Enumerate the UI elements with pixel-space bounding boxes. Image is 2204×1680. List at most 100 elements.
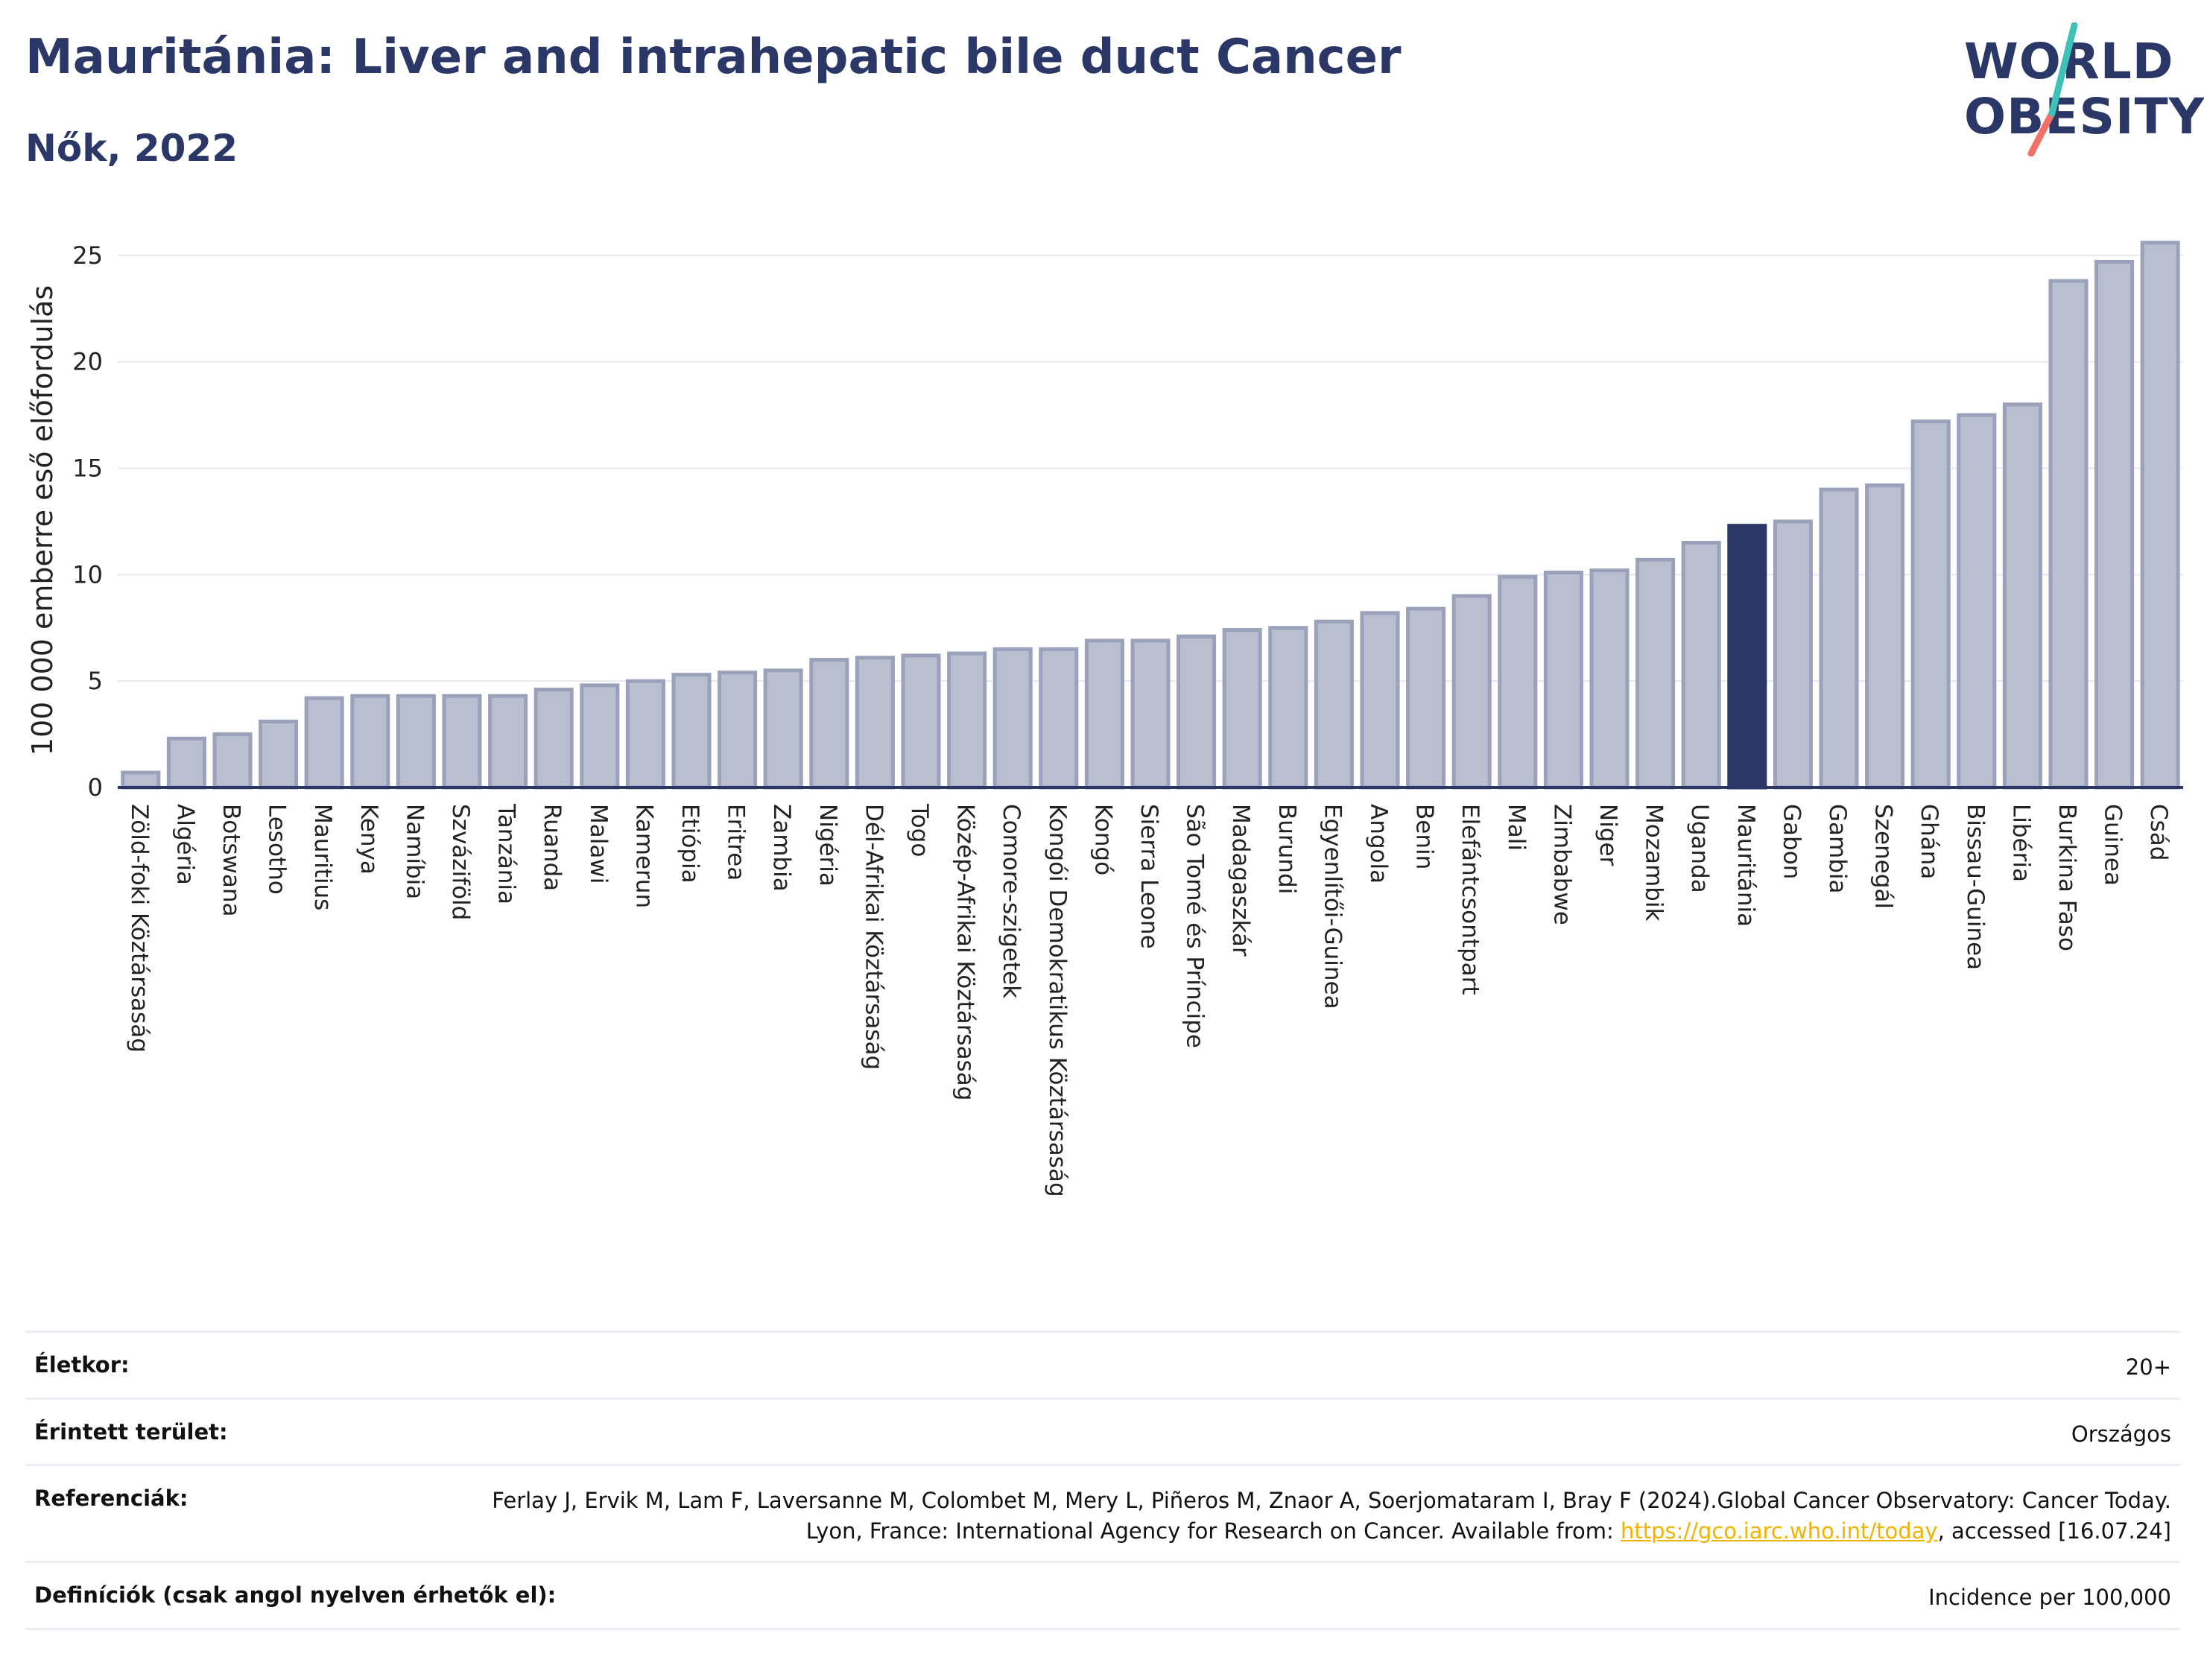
x-tick-label: São Tomé és Príncipe [1182, 804, 1209, 1048]
y-tick-label: 15 [72, 454, 103, 483]
info-row-area: Érintett terület: Országos [25, 1397, 2180, 1465]
x-tick-label: Benin [1411, 804, 1438, 869]
logo-slash-icon [2027, 22, 2078, 156]
x-tick-label: Angola [1365, 804, 1392, 884]
x-tick-label: Közép-Afrikai Köztársaság [952, 804, 979, 1100]
bar [1451, 594, 1492, 790]
x-tick-label: Eritrea [723, 804, 750, 881]
bar [1957, 413, 1997, 790]
x-tick-label: Lesotho [264, 804, 291, 895]
bar [259, 719, 299, 790]
x-tick-label: Bissau-Guinea [1962, 804, 1989, 970]
chart-subtitle: Nők, 2022 [25, 127, 238, 170]
x-tick-label: Zöld-foki Köztársaság [126, 804, 153, 1053]
definitions-value: Incidence per 100,000 [1928, 1585, 2171, 1611]
world-obesity-logo[interactable]: WORLD OBESITY [1943, 22, 2204, 156]
bar [2002, 402, 2042, 790]
reference-link[interactable]: https://gco.iarc.who.int/today [1620, 1518, 1938, 1544]
bar [1910, 419, 1951, 790]
bar [442, 694, 482, 790]
x-tick-label: Dél-Afrikai Köztársaság [860, 804, 887, 1070]
info-row-definitions: Definíciók (csak angol nyelven érhetők e… [25, 1561, 2180, 1630]
x-tick-label: Csád [2145, 804, 2172, 860]
x-tick-label: Ghána [1916, 804, 1942, 879]
x-tick-label: Kongói Demokratikus Köztársaság [1044, 804, 1071, 1197]
bar-chart: 0 5 10 15 20 25 100 000 emberre eső előfordulá… [26, 241, 2183, 1197]
x-tick-label: Kamerun [630, 804, 657, 908]
x-tick-label: Sierra Leone [1136, 804, 1162, 949]
bar [1222, 628, 1262, 790]
references-value: Ferlay J, Ervik M, Lam F, Laversanne M, … [457, 1486, 2171, 1546]
bar [625, 679, 665, 790]
y-tick-label: 20 [72, 348, 103, 376]
bar [488, 694, 528, 790]
x-tick-label: Burundi [1273, 804, 1300, 894]
bar [1543, 570, 1583, 790]
bar [1681, 540, 1721, 790]
x-tick-label: Namíbia [401, 804, 428, 899]
bar [2140, 241, 2180, 790]
x-tick-label: Mozambik [1641, 804, 1668, 921]
x-tick-label: Nigéria [814, 804, 841, 887]
x-tick-label: Botswana [218, 804, 244, 917]
reference-accessed: , accessed [16.07.24] [1937, 1518, 2171, 1544]
bar [2048, 279, 2089, 790]
bar [1177, 634, 1217, 790]
x-tick-label: Togo [906, 803, 933, 857]
bar [533, 688, 574, 790]
bar [1865, 483, 1905, 790]
x-tick-label: Gabon [1778, 804, 1805, 879]
bar [992, 647, 1033, 790]
bar [1773, 519, 1813, 790]
bar [809, 658, 849, 790]
x-tick-label: Uganda [1686, 804, 1713, 893]
bar [763, 668, 803, 790]
bar [1498, 574, 1538, 790]
x-tick-label: Burkina Faso [2053, 804, 2080, 951]
bar [2094, 259, 2135, 790]
x-tick-label: Zambia [768, 804, 795, 892]
bar [350, 694, 390, 790]
bar [1314, 619, 1354, 790]
bar [396, 694, 436, 790]
x-tick-label: Mali [1503, 804, 1530, 851]
bar [1268, 626, 1308, 790]
bar [121, 770, 161, 790]
y-tick-label: 25 [72, 241, 103, 270]
info-row-age: Életkor: 20+ [25, 1331, 2180, 1398]
x-tick-label: Zimbabwe [1548, 804, 1575, 925]
x-tick-label: Niger [1595, 804, 1621, 866]
x-tick-label: Kongó [1089, 804, 1116, 875]
bar [1039, 647, 1079, 790]
references-label: Referenciák: [34, 1486, 189, 1512]
bar [1819, 487, 1859, 790]
bar [671, 673, 712, 790]
bar [212, 732, 253, 790]
definitions-label: Definíciók (csak angol nyelven érhetők e… [34, 1582, 557, 1608]
y-tick-label: 5 [88, 667, 103, 695]
bar [166, 736, 206, 790]
bar [947, 651, 987, 790]
bar [1406, 606, 1446, 790]
bar [1589, 568, 1630, 790]
x-tick-label: Szenegál [1870, 804, 1897, 909]
y-tick-label: 10 [72, 560, 103, 589]
bar [580, 683, 620, 790]
x-tick-label: Egyenlítői-Guinea [1319, 804, 1346, 1009]
y-tick-label: 0 [88, 773, 103, 802]
x-tick-label: Algéria [171, 804, 198, 885]
bar [1635, 557, 1676, 790]
x-tick-label: Etiópia [677, 804, 703, 884]
chart-title: Mauritánia: Liver and intrahepatic bile … [25, 30, 1402, 85]
info-row-references: Referenciák: Ferlay J, Ervik M, Lam F, L… [25, 1464, 2180, 1561]
age-label: Életkor: [34, 1352, 130, 1378]
x-tick-label: Gambia [1824, 804, 1851, 894]
logo-text-obesity: OBESITY [1964, 88, 2204, 145]
x-tick-label: Mauritius [309, 804, 336, 910]
x-tick-label: Libéria [2007, 804, 2034, 882]
x-tick-label: Guinea [2100, 804, 2127, 886]
bar [1130, 638, 1171, 790]
bar [1727, 524, 1767, 790]
x-tick-label: Tanzánia [493, 803, 520, 904]
x-tick-label: Elefántcsontpart [1457, 804, 1483, 995]
